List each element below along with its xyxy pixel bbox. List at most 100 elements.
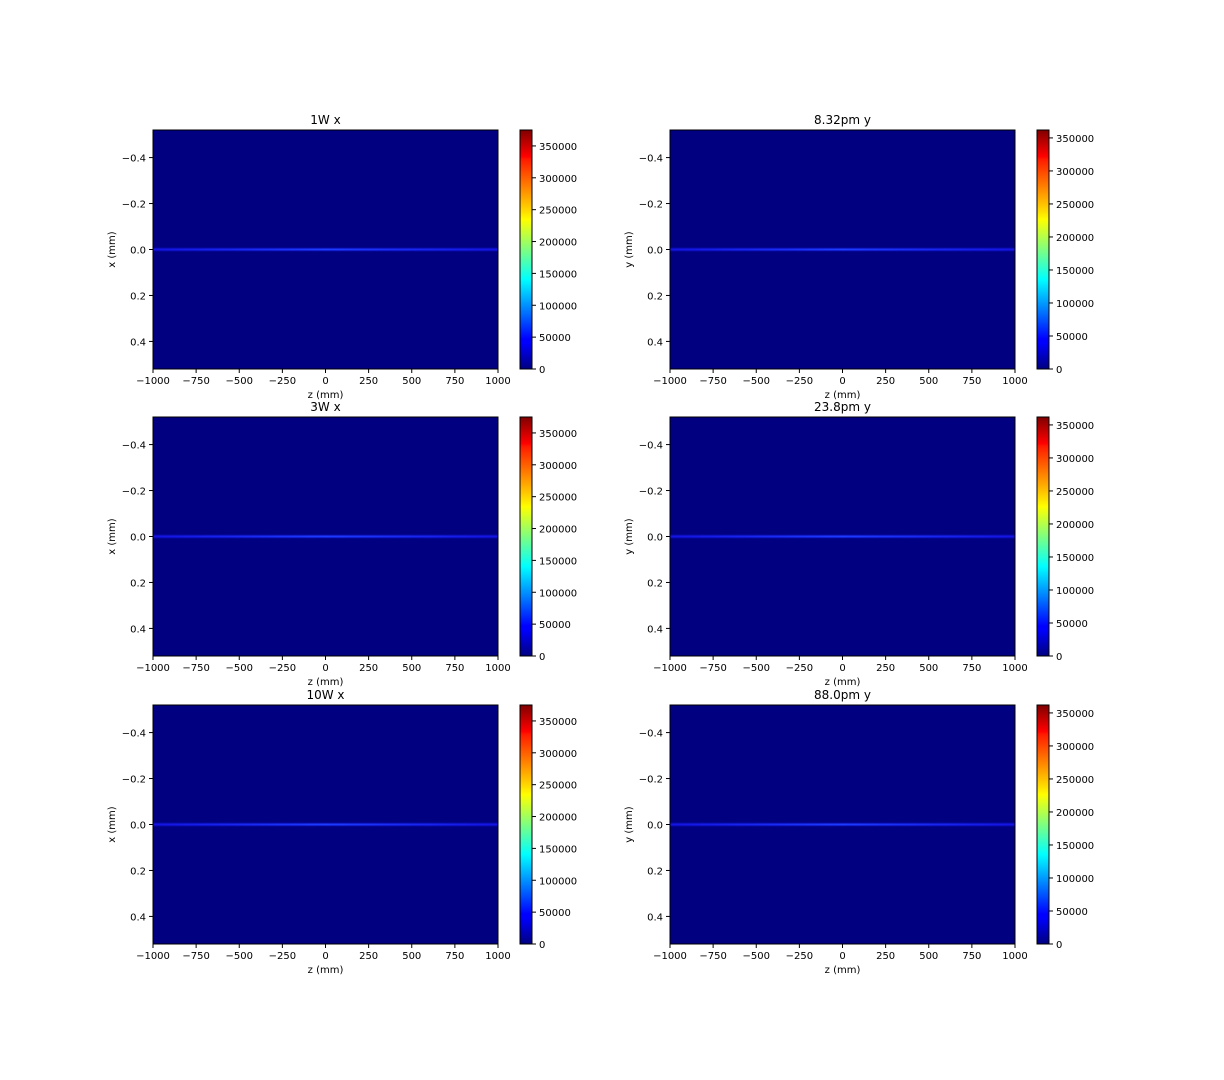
x-tick-label: 0 — [322, 663, 328, 674]
colorbar-tick-label: 350000 — [539, 717, 577, 728]
y-axis-label: y (mm) — [624, 231, 635, 267]
x-tick-label: 0 — [322, 376, 328, 387]
y-tick-label: −0.4 — [122, 729, 146, 740]
x-tick-label: 500 — [402, 376, 421, 387]
x-tick-label: 1000 — [485, 663, 510, 674]
colorbar-tick-label: 350000 — [1056, 134, 1094, 145]
y-tick-label: −0.2 — [639, 487, 663, 498]
x-tick-label: 1000 — [1002, 663, 1027, 674]
colorbar-tick-label: 50000 — [1056, 907, 1088, 918]
x-tick-label: 250 — [359, 663, 378, 674]
colorbar-tick-label: 50000 — [1056, 619, 1088, 630]
x-tick-label: 750 — [962, 663, 981, 674]
colorbar-frame — [519, 704, 533, 945]
beam-line — [670, 535, 1015, 538]
y-tick-label: −0.4 — [639, 441, 663, 452]
y-tick-label: −0.4 — [122, 154, 146, 165]
colorbar-tick-label: 100000 — [1056, 586, 1094, 597]
x-tick-label: −1000 — [136, 376, 170, 387]
x-tick-label: 250 — [876, 663, 895, 674]
subplot-2: 8.32pm y −1000 −750 −500 −250 0 250 500 750 1000 z… — [624, 113, 1094, 401]
y-tick-label: 0.0 — [130, 821, 146, 832]
x-tick-label: −1000 — [136, 951, 170, 962]
x-axis-label: z (mm) — [825, 677, 861, 688]
x-tick-label: −250 — [786, 663, 813, 674]
subplot-title: 23.8pm y — [814, 400, 871, 414]
x-tick-label: 250 — [876, 951, 895, 962]
colorbar-tick-label: 150000 — [539, 269, 577, 280]
beam-line — [670, 248, 1015, 251]
colorbar-tick-label: 200000 — [539, 238, 577, 249]
colorbar-tick-label: 200000 — [539, 813, 577, 824]
colorbar-tick-label: 200000 — [1056, 233, 1094, 244]
colorbar-tick-label: 300000 — [539, 749, 577, 760]
y-tick-label: −0.2 — [639, 775, 663, 786]
x-axis-label: z (mm) — [308, 965, 344, 976]
y-tick-label: 0.0 — [130, 246, 146, 257]
x-axis-label: z (mm) — [308, 390, 344, 401]
colorbar-tick-label: 150000 — [1056, 553, 1094, 564]
y-tick-label: 0.2 — [130, 291, 146, 302]
colorbar-tick-label: 300000 — [1056, 454, 1094, 465]
x-tick-label: 250 — [876, 376, 895, 387]
colorbar-tick-label: 0 — [539, 652, 545, 663]
subplot-title: 10W x — [306, 688, 344, 702]
y-tick-label: −0.2 — [122, 487, 146, 498]
colorbar-tick-label: 100000 — [1056, 874, 1094, 885]
y-tick-label: 0.2 — [130, 866, 146, 877]
y-tick-label: 0.0 — [130, 533, 146, 544]
colorbar-tick-label: 200000 — [1056, 520, 1094, 531]
subplot-title: 8.32pm y — [814, 113, 871, 127]
y-tick-label: 0.0 — [647, 246, 663, 257]
beam-line — [670, 823, 1015, 826]
y-tick-label: 0.4 — [647, 337, 663, 348]
y-tick-label: 0.4 — [647, 624, 663, 635]
y-tick-label: 0.0 — [647, 533, 663, 544]
x-tick-label: −250 — [269, 376, 296, 387]
x-tick-label: −1000 — [653, 663, 687, 674]
colorbar-tick-label: 300000 — [539, 174, 577, 185]
x-tick-label: −250 — [786, 951, 813, 962]
colorbar-tick-label: 250000 — [539, 206, 577, 217]
x-tick-label: −250 — [786, 376, 813, 387]
colorbar-tick-label: 150000 — [539, 844, 577, 855]
subplot-6: 88.0pm y −1000 −750 −500 −250 0 250 500 750 1000 z… — [624, 688, 1094, 976]
x-tick-label: −1000 — [136, 663, 170, 674]
x-tick-label: −750 — [182, 376, 209, 387]
y-tick-label: −0.4 — [639, 729, 663, 740]
x-tick-label: 1000 — [1002, 376, 1027, 387]
colorbar-tick-label: 50000 — [539, 333, 571, 344]
x-axis-label: z (mm) — [825, 390, 861, 401]
x-tick-label: 1000 — [485, 376, 510, 387]
x-axis-label: z (mm) — [308, 677, 344, 688]
colorbar-tick-label: 100000 — [539, 301, 577, 312]
x-axis-label: z (mm) — [825, 965, 861, 976]
colorbar-tick-label: 150000 — [1056, 266, 1094, 277]
y-tick-label: 0.2 — [647, 866, 663, 877]
y-tick-label: −0.2 — [122, 775, 146, 786]
x-tick-label: 1000 — [1002, 951, 1027, 962]
colorbar-frame — [1036, 129, 1050, 370]
x-tick-label: −500 — [226, 376, 253, 387]
y-axis-label: y (mm) — [624, 518, 635, 554]
colorbar-tick-label: 0 — [539, 365, 545, 376]
subplot-title: 3W x — [310, 400, 340, 414]
x-tick-label: 500 — [402, 951, 421, 962]
colorbar-tick-label: 250000 — [539, 493, 577, 504]
colorbar-tick-label: 350000 — [539, 429, 577, 440]
colorbar-tick-label: 300000 — [1056, 167, 1094, 178]
x-tick-label: −1000 — [653, 376, 687, 387]
y-tick-label: 0.4 — [647, 912, 663, 923]
x-tick-label: −1000 — [653, 951, 687, 962]
subplot-title: 88.0pm y — [814, 688, 871, 702]
x-tick-label: 250 — [359, 376, 378, 387]
colorbar-tick-label: 0 — [1056, 652, 1062, 663]
x-tick-label: −500 — [226, 663, 253, 674]
x-tick-label: 0 — [322, 951, 328, 962]
beam-line — [153, 248, 498, 251]
colorbar-tick-label: 200000 — [1056, 808, 1094, 819]
y-tick-label: 0.2 — [647, 291, 663, 302]
colorbar-tick-label: 50000 — [539, 620, 571, 631]
x-tick-label: 1000 — [485, 951, 510, 962]
